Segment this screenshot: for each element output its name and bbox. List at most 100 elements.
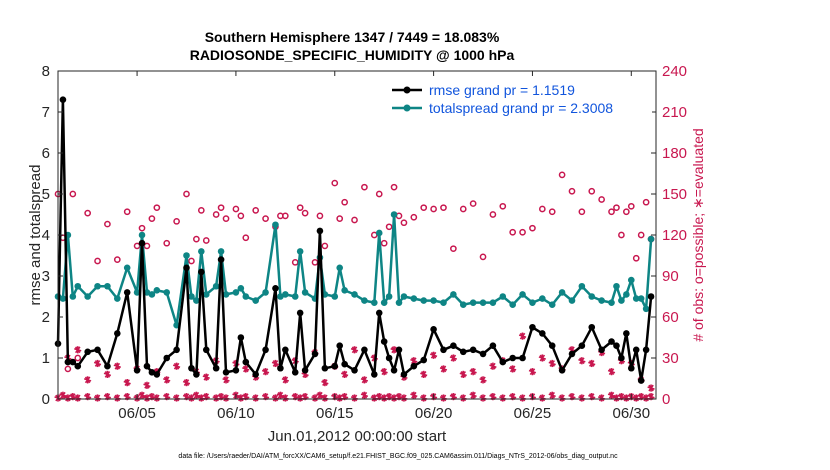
plot-area	[58, 71, 656, 399]
evaluated-obs-marker	[439, 365, 448, 373]
evaluated-obs-marker	[548, 359, 556, 368]
rmse-marker	[262, 346, 269, 354]
rmse-marker	[336, 342, 344, 350]
totalspread-marker	[632, 295, 640, 302]
evaluated-obs-baseline-marker	[93, 394, 102, 402]
rmse-marker	[138, 239, 146, 247]
totalspread-marker	[183, 252, 190, 259]
evaluated-obs-marker	[449, 354, 458, 362]
evaluated-obs-marker	[222, 376, 230, 384]
possible-obs-marker	[632, 254, 640, 262]
rmse-marker	[84, 348, 91, 356]
possible-obs-marker	[578, 208, 586, 216]
possible-obs-marker	[212, 211, 220, 218]
evaluated-obs-baseline-marker	[360, 391, 369, 399]
possible-obs-marker	[489, 211, 497, 218]
right-tick-label: 180	[662, 145, 687, 162]
rmse-marker	[390, 367, 398, 374]
rmse-marker	[282, 346, 289, 354]
evaluated-obs-baseline-marker	[222, 394, 230, 402]
x-tick-label: 06/25	[514, 405, 552, 422]
evaluated-obs-baseline-marker	[321, 394, 329, 402]
evaluated-obs-marker	[429, 351, 438, 359]
evaluated-obs-marker	[321, 379, 329, 387]
rmse-marker	[277, 364, 284, 372]
evaluated-obs-baseline-marker	[479, 394, 487, 402]
rmse-marker	[133, 367, 141, 374]
possible-obs-marker	[385, 223, 393, 231]
evaluated-obs-marker	[261, 368, 270, 376]
legend-rmse-marker	[403, 86, 411, 94]
evaluated-obs-marker	[528, 368, 537, 376]
evaluated-obs-marker	[123, 379, 131, 387]
possible-obs-marker	[143, 242, 151, 250]
chart-title-line-2: RADIOSONDE_SPECIFIC_HUMIDITY @ 1000 hPa	[190, 47, 515, 63]
rmse-marker	[613, 342, 620, 350]
possible-obs-marker	[410, 213, 418, 221]
rmse-marker	[242, 358, 250, 366]
evaluated-obs-marker	[607, 368, 616, 376]
rmse-marker	[385, 354, 393, 362]
rmse-marker	[202, 346, 210, 354]
evaluated-obs-baseline-marker	[469, 391, 477, 399]
possible-obs-marker	[153, 204, 161, 212]
rmse-marker	[148, 369, 156, 376]
possible-obs-marker	[519, 228, 526, 236]
totalspread-marker	[479, 299, 487, 306]
totalspread-marker	[568, 297, 576, 304]
possible-obs-marker	[222, 215, 230, 222]
possible-obs-marker	[133, 242, 141, 250]
possible-obs-marker	[94, 257, 101, 265]
totalspread-marker	[351, 291, 358, 298]
rmse-marker	[410, 362, 418, 370]
evaluated-obs-marker	[380, 368, 388, 376]
totalspread-marker	[598, 297, 605, 304]
evaluated-obs-marker	[420, 370, 428, 378]
totalspread-marker	[188, 293, 195, 300]
evaluated-obs-marker	[163, 376, 171, 384]
evaluated-obs-baseline-marker	[172, 394, 181, 402]
totalspread-marker	[59, 295, 67, 302]
totalspread-marker	[301, 289, 309, 296]
evaluated-obs-baseline-marker	[113, 394, 121, 402]
totalspread-marker	[114, 295, 121, 302]
possible-obs-marker	[469, 200, 477, 207]
right-axis-label: # of obs: o=possible; ∗=evaluated	[690, 128, 706, 341]
evaluated-obs-baseline-marker	[187, 394, 196, 402]
possible-obs-marker	[232, 205, 240, 213]
evaluated-obs-baseline-marker	[597, 394, 606, 402]
possible-obs-marker	[316, 212, 324, 220]
chart-title-line-1: Southern Hemisphere 1347 / 7449 = 18.083…	[205, 29, 500, 45]
totalspread-marker	[69, 293, 77, 300]
rmse-marker	[331, 362, 339, 370]
possible-obs-marker	[217, 204, 225, 212]
x-axis-label: Jun.01,2012 00:00:00 start	[268, 428, 447, 445]
possible-obs-marker	[242, 234, 250, 242]
possible-obs-marker	[613, 204, 620, 212]
rmse-marker	[578, 342, 586, 350]
rmse-marker	[163, 354, 171, 362]
evaluated-obs-marker	[113, 362, 121, 370]
possible-obs-marker	[380, 239, 388, 247]
evaluated-obs-baseline-marker	[252, 394, 260, 402]
totalspread-marker	[548, 301, 556, 309]
totalspread-marker	[647, 235, 655, 243]
right-tick-label: 0	[662, 391, 670, 408]
possible-obs-marker	[113, 256, 121, 263]
left-axis: 0 1 2 3 4 5 6 7 8	[42, 63, 63, 408]
totalspread-marker	[153, 287, 161, 294]
rmse-marker	[237, 334, 245, 341]
possible-obs-marker	[509, 228, 517, 236]
totalspread-marker	[232, 289, 240, 296]
totalspread-marker	[637, 295, 645, 302]
legend-spread-marker	[403, 104, 411, 112]
possible-obs-marker	[197, 207, 205, 214]
legend-rmse-label: rmse grand pr = 1.1519	[429, 82, 575, 98]
evaluated-obs-marker	[74, 346, 82, 354]
possible-obs-marker	[608, 208, 615, 216]
possible-obs-marker	[84, 209, 92, 217]
totalspread-marker	[262, 289, 269, 296]
rmse-marker	[341, 360, 348, 368]
evaluated-obs-baseline-marker	[538, 394, 546, 402]
